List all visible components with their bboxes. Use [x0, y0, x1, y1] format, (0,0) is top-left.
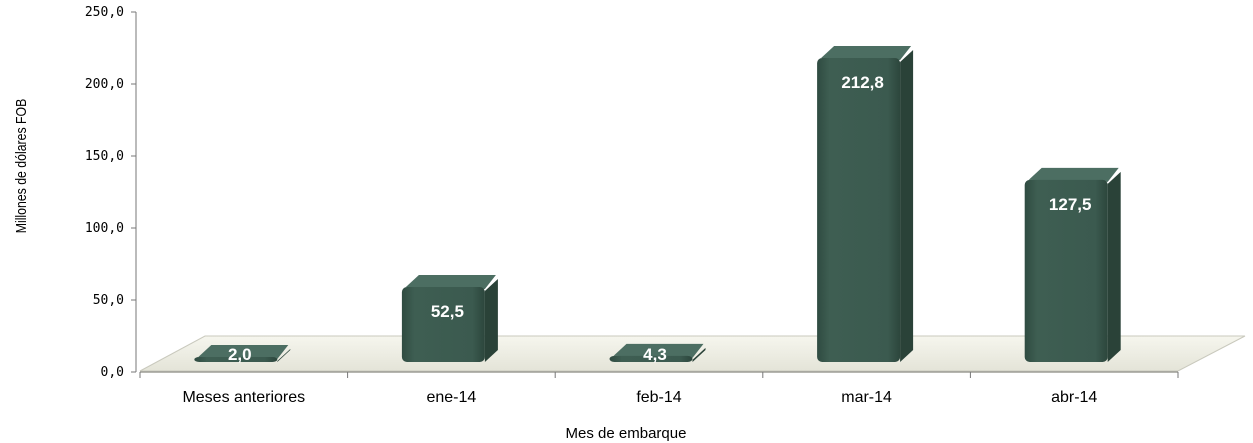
bar-front — [401, 287, 485, 362]
bar-value-label: 127,5 — [1049, 195, 1092, 214]
y-tick-label: 200,0 — [85, 77, 124, 92]
y-axis-title: Millones de dólares FOB — [13, 99, 29, 234]
bar: 2,0 — [194, 345, 291, 364]
bar-side — [692, 347, 706, 362]
x-category-label: Meses anteriores — [182, 389, 305, 406]
bar-value-label: 2,0 — [228, 345, 252, 364]
bar-top — [405, 275, 496, 289]
x-axis-ticks — [139, 372, 1179, 378]
bar: 212,8 — [817, 46, 914, 362]
bars-group: 2,0 52,5 4,3 212,8 127,5 — [194, 46, 1121, 364]
y-tick-label: 50,0 — [93, 293, 124, 308]
bar-front — [1024, 179, 1108, 362]
y-tick-label: 150,0 — [85, 149, 124, 164]
bar-value-label: 212,8 — [841, 73, 884, 92]
bar-side — [1107, 171, 1121, 362]
bar-front — [194, 357, 278, 362]
bar: 4,3 — [609, 343, 706, 364]
y-tick-label: 0,0 — [101, 365, 124, 380]
bar-side — [277, 349, 291, 362]
bar-value-label: 52,5 — [431, 302, 464, 321]
x-category-label: feb-14 — [636, 389, 681, 406]
y-tick-label: 250,0 — [85, 5, 124, 20]
x-axis-title: Mes de embarque — [566, 425, 687, 442]
bar: 127,5 — [1024, 167, 1121, 362]
y-axis-ticks: 0,0 50,0 100,0 150,0 200,0 250,0 — [85, 5, 136, 380]
bar-top — [1028, 167, 1119, 182]
bar-top — [198, 345, 289, 359]
x-category-label: ene-14 — [426, 389, 476, 406]
bar-top — [821, 46, 912, 60]
bar-front — [817, 58, 901, 362]
x-axis-labels: Meses anteriores ene-14 feb-14 mar-14 abr-14 — [182, 389, 1097, 406]
x-category-label: abr-14 — [1051, 389, 1097, 406]
bar: 52,5 — [401, 275, 498, 362]
bar-front — [609, 355, 693, 362]
bar-value-label: 4,3 — [643, 345, 667, 364]
bar-top — [613, 343, 704, 358]
bar-side — [900, 50, 914, 362]
y-tick-label: 100,0 — [85, 221, 124, 236]
x-category-label: mar-14 — [841, 389, 892, 406]
bar-side — [484, 279, 498, 362]
